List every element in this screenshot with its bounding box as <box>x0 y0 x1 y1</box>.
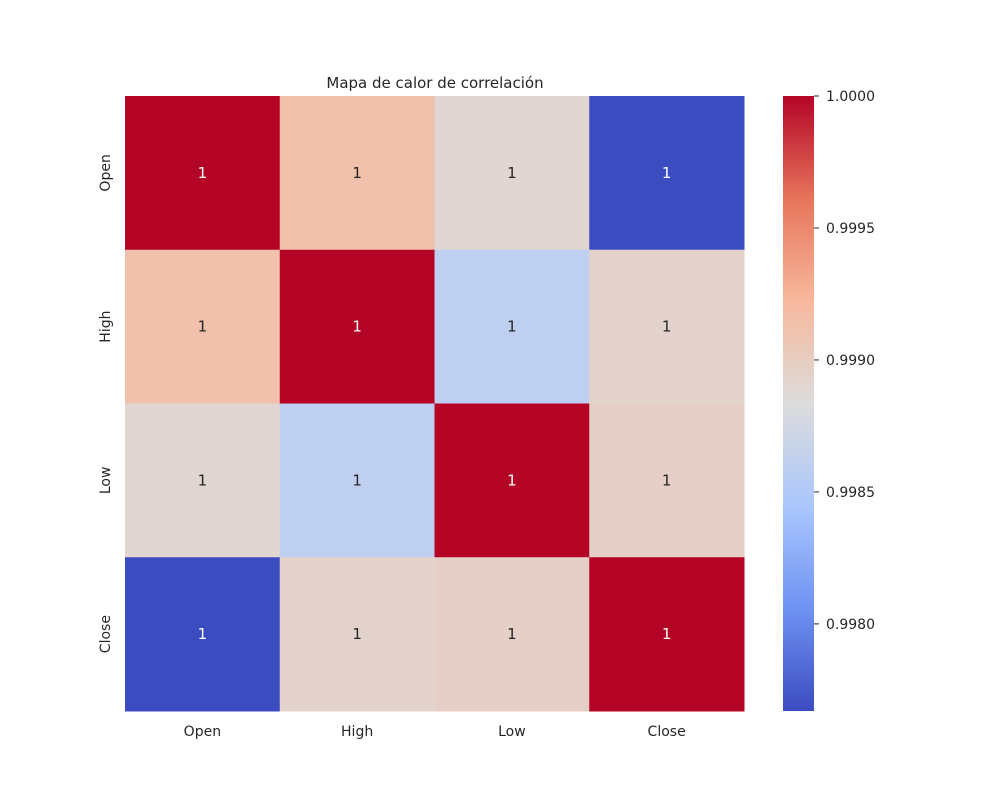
cell-value-label: 1 <box>662 625 672 643</box>
heatmap-cell <box>434 96 590 251</box>
heatmap-cell <box>125 403 281 558</box>
heatmap-cell <box>434 403 590 558</box>
y-tick-label: Open <box>98 154 114 191</box>
x-tick-labels: Open High Low Close <box>184 724 686 740</box>
cell-value-label: 1 <box>662 318 672 336</box>
heatmap-cell <box>589 249 745 404</box>
cell-value-label: 1 <box>352 471 362 489</box>
x-tick-label: High <box>341 724 373 740</box>
heatmap-cell <box>589 96 745 251</box>
heatmap-cell <box>279 557 435 712</box>
chart-title: Mapa de calor de correlación <box>326 74 543 92</box>
colorbar: 0.9980 0.9985 0.9990 0.9995 1.0000 <box>783 89 875 711</box>
cell-value-label: 1 <box>352 164 362 182</box>
colorbar-tick-label: 0.9980 <box>826 617 875 633</box>
colorbar-tick-label: 0.9990 <box>826 353 875 369</box>
x-tick-label: Close <box>648 724 686 740</box>
y-tick-label: Close <box>98 615 114 653</box>
cell-value-label: 1 <box>198 164 208 182</box>
y-tick-labels: Open High Low Close <box>98 154 114 653</box>
cell-value-label: 1 <box>198 318 208 336</box>
colorbar-tick-label: 0.9985 <box>826 485 875 501</box>
y-tick-label: Low <box>98 467 114 495</box>
heatmap-cell <box>434 249 590 404</box>
cell-value-label: 1 <box>507 164 517 182</box>
heatmap-cell <box>125 249 281 404</box>
cell-value-label: 1 <box>352 625 362 643</box>
cell-value-label: 1 <box>198 471 208 489</box>
cell-value-label: 1 <box>662 164 672 182</box>
cell-value-label: 1 <box>198 625 208 643</box>
heatmap-cell <box>589 403 745 558</box>
heatmap-cells: 1 1 1 1 1 1 1 1 1 1 1 1 1 1 1 1 <box>125 96 745 712</box>
y-tick-label: High <box>98 311 114 343</box>
cell-value-label: 1 <box>662 471 672 489</box>
cell-value-label: 1 <box>352 318 362 336</box>
colorbar-gradient <box>783 96 814 711</box>
heatmap-cell <box>125 557 281 712</box>
heatmap-cell <box>125 96 281 251</box>
colorbar-tick-label: 1.0000 <box>826 89 875 105</box>
heatmap-cell <box>434 557 590 712</box>
heatmap-cell <box>279 96 435 251</box>
cell-value-label: 1 <box>507 318 517 336</box>
heatmap-cell <box>279 403 435 558</box>
x-tick-label: Low <box>498 724 526 740</box>
cell-value-label: 1 <box>507 625 517 643</box>
heatmap-cell <box>589 557 745 712</box>
cell-value-label: 1 <box>507 471 517 489</box>
heatmap-cell <box>279 249 435 404</box>
colorbar-tick-label: 0.9995 <box>826 221 875 237</box>
x-tick-label: Open <box>184 724 221 740</box>
